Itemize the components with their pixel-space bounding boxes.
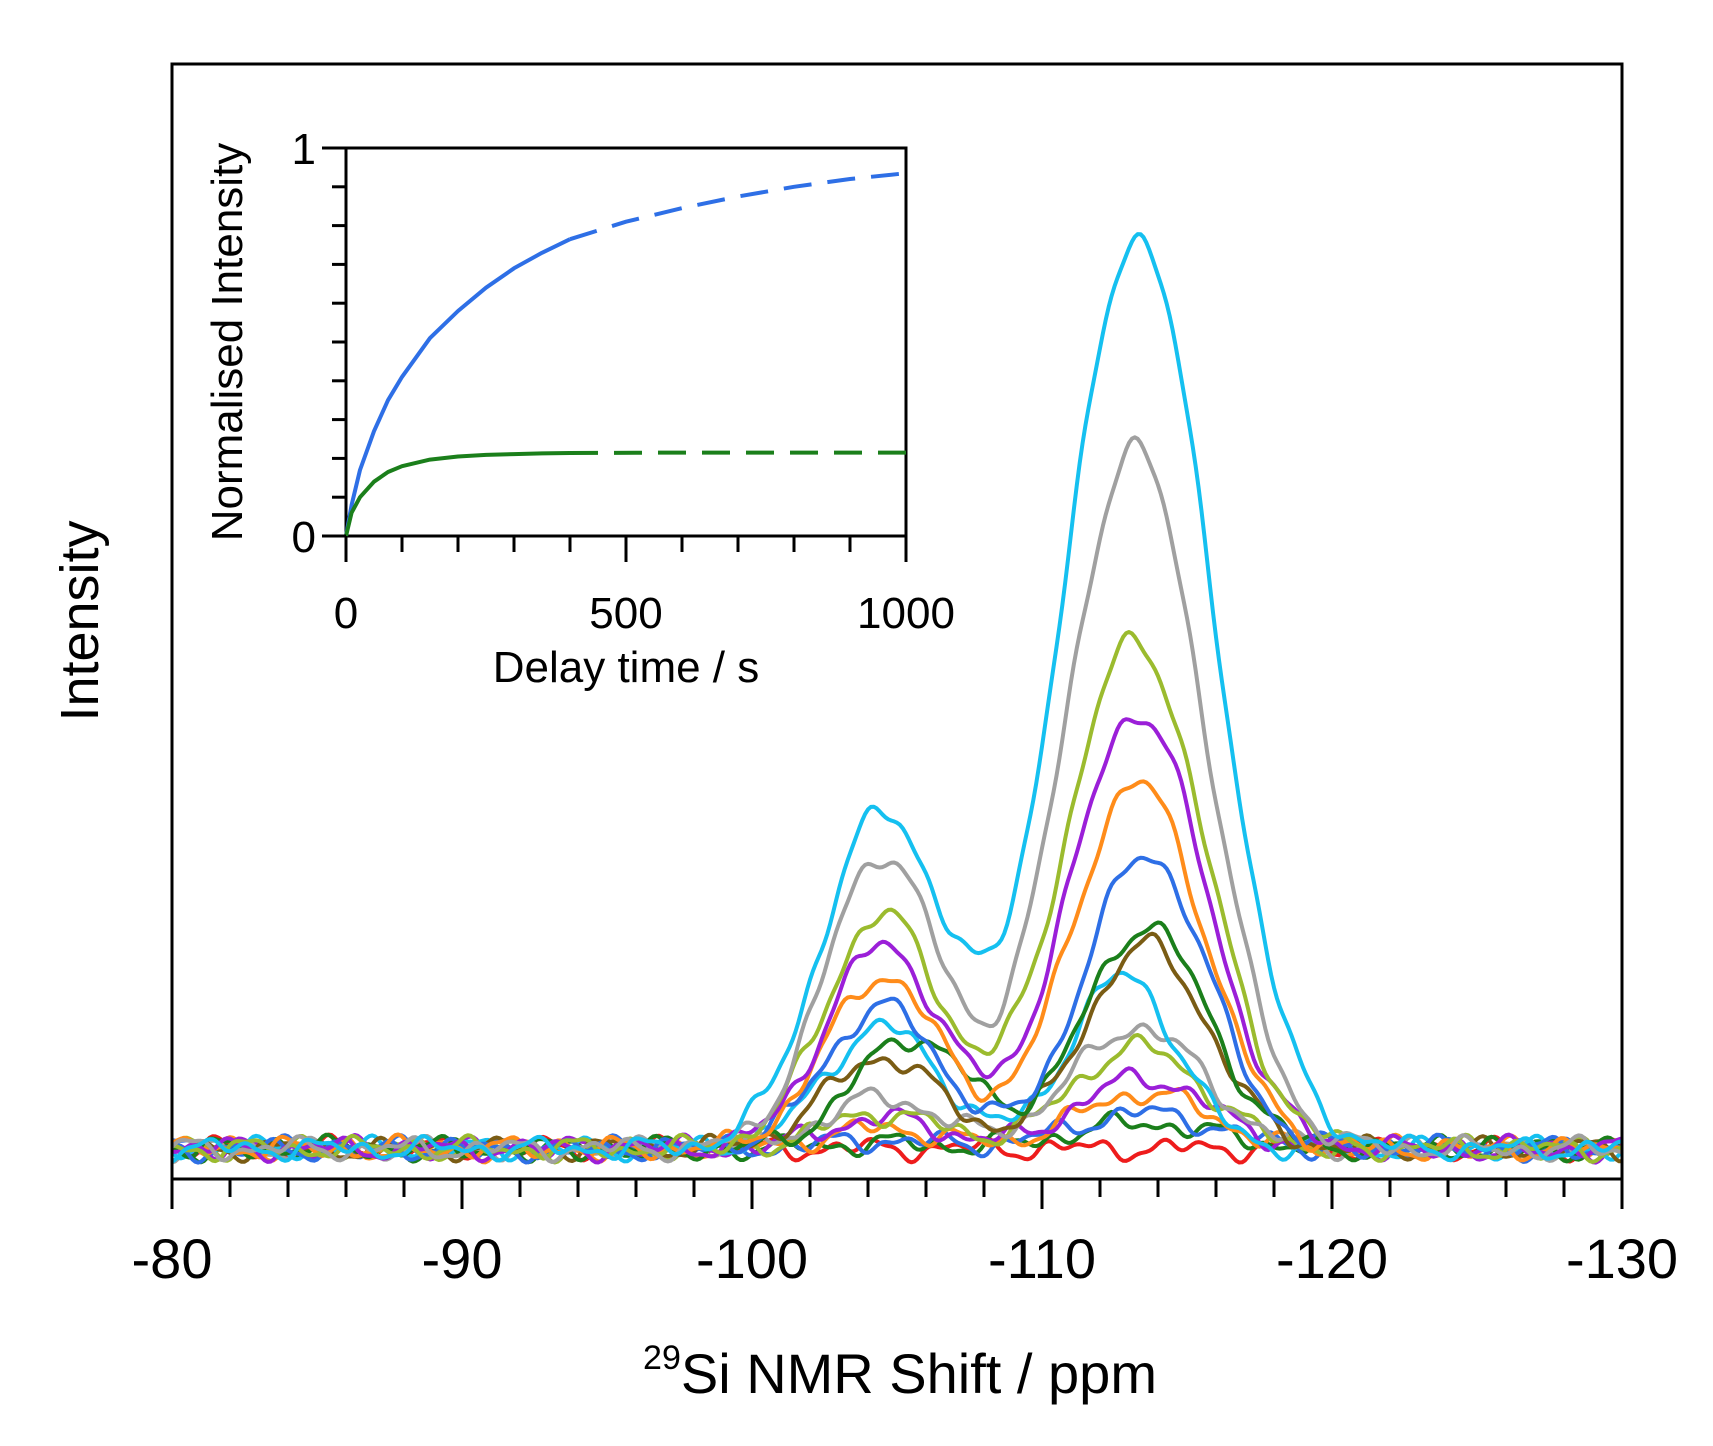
inset-plot-frame [344, 146, 908, 538]
main-plot-series [170, 232, 1624, 1165]
x-tick-label: -100 [696, 1227, 808, 1290]
inset-x-tick-label: 0 [334, 589, 358, 638]
inset-extrapolation-line [569, 171, 907, 242]
inset-chart: 0 500 1000 0 1 Normalised Intensity Delay ti… [203, 125, 955, 692]
inset-ticks: 0 500 1000 0 1 [292, 125, 955, 638]
x-tick-label: -80 [132, 1227, 213, 1290]
inset-y-tick-label: 1 [292, 125, 316, 174]
inset-x-tick-label: 1000 [857, 589, 955, 638]
main-y-axis-label: Intensity [50, 520, 110, 721]
x-tick-label: -130 [1566, 1227, 1678, 1290]
main-x-axis-label-text: Si NMR Shift / ppm [681, 1342, 1157, 1405]
spectrum-line [170, 232, 1623, 1164]
inset-y-tick-label: 0 [292, 513, 316, 562]
main-x-axis-label: 29Si NMR Shift / ppm [643, 1339, 1157, 1405]
inset-fit-line [344, 237, 571, 537]
main-x-axis-label-superscript: 29 [643, 1339, 681, 1377]
inset-y-axis-label: Normalised Intensity [203, 143, 252, 542]
main-plot-frame [170, 62, 1624, 1181]
x-tick-label: -110 [988, 1227, 1096, 1290]
spectrum-line [171, 630, 1624, 1164]
inset-fit-line [344, 451, 571, 537]
main-x-ticks: -80 -90 -100 -110 -120 -130 [132, 1179, 1678, 1290]
x-tick-label: -90 [422, 1227, 503, 1290]
spectrum-line [170, 435, 1623, 1164]
spectrum-line [170, 970, 1624, 1164]
inset-x-axis-label: Delay time / s [493, 643, 760, 692]
inset-series [344, 171, 907, 537]
x-tick-label: -120 [1276, 1227, 1388, 1290]
inset-x-tick-label: 500 [589, 589, 662, 638]
